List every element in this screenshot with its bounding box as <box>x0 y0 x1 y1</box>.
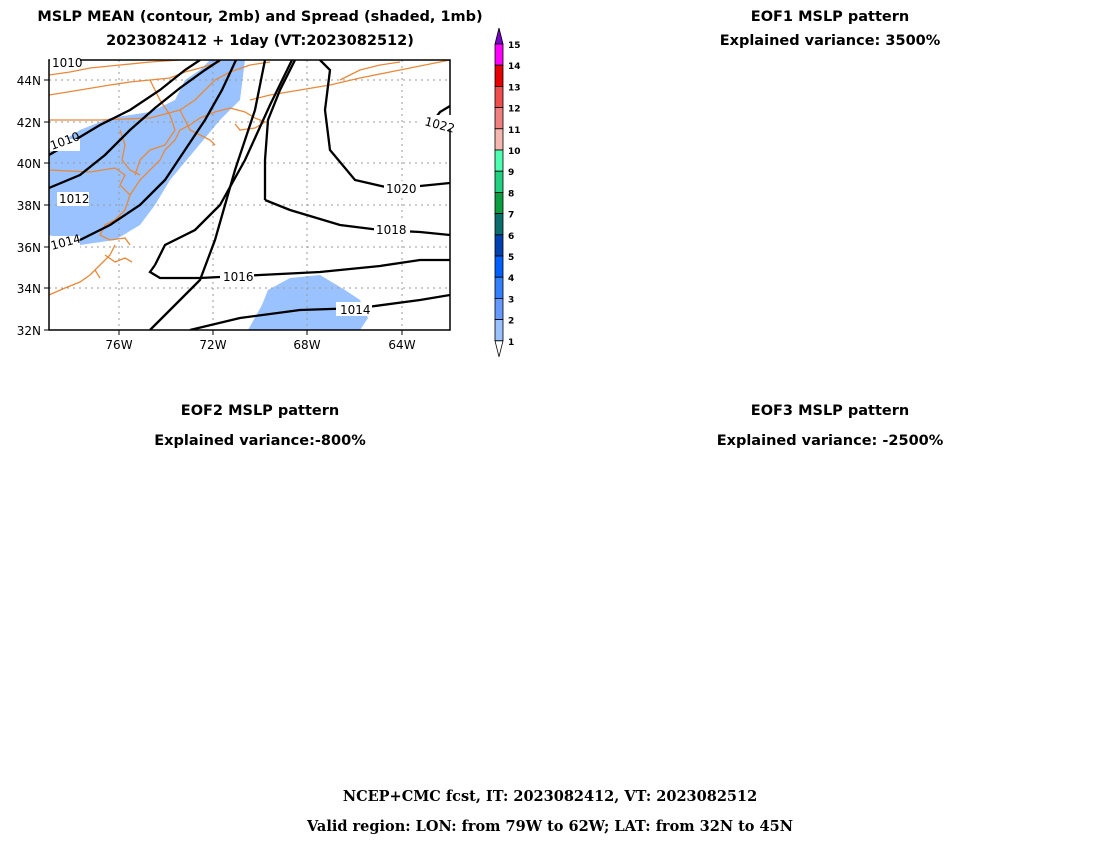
colorbar-label: 15 <box>508 41 521 51</box>
eof3-variance: Explained variance: -2500% <box>716 433 944 449</box>
colorbar-segment <box>494 170 504 193</box>
colorbar-label: 7 <box>508 211 514 221</box>
colorbar-segment <box>494 27 504 45</box>
spread-shade-southeast <box>248 275 368 330</box>
eof1-title: EOF1 MSLP pattern <box>750 9 910 25</box>
colorbar-label: 3 <box>508 295 514 305</box>
eof2-variance: Explained variance:-800% <box>154 433 366 449</box>
main-title-line1: MSLP MEAN (contour, 2mb) and Spread (sha… <box>37 9 483 25</box>
colorbar-segment <box>494 64 504 87</box>
colorbar-segment <box>494 297 504 320</box>
lon-label: 72W <box>199 338 226 352</box>
colorbar-label: 4 <box>508 274 514 284</box>
mslp-map: 44N 42N 40N 38N 36N 34N 32N 76W 72W 68W … <box>17 56 456 352</box>
contour-label: 1020 <box>386 182 417 196</box>
colorbar-segment <box>494 149 504 172</box>
contour-label: 1016 <box>223 270 254 284</box>
contour-label: 1012 <box>59 192 90 206</box>
spread-colorbar: 15 14 13 12 11 10 9 8 7 6 5 4 3 2 1 <box>494 27 521 357</box>
colorbar-label: 5 <box>508 253 514 263</box>
lat-label: 40N <box>17 157 41 171</box>
colorbar-segment <box>494 128 504 151</box>
colorbar-label: 12 <box>508 105 521 115</box>
colorbar-segment <box>494 319 504 342</box>
lat-label: 42N <box>17 116 41 130</box>
map-frame <box>48 59 451 331</box>
lat-label: 44N <box>17 74 41 88</box>
colorbar-segment <box>494 43 504 66</box>
colorbar-segment <box>494 234 504 257</box>
colorbar-label: 9 <box>508 168 514 178</box>
colorbar-segment <box>494 86 504 109</box>
footer-forecast-info: NCEP+CMC fcst, IT: 2023082412, VT: 20230… <box>342 788 758 805</box>
colorbar-segment <box>494 191 504 214</box>
mslp-contours <box>49 60 450 330</box>
colorbar-label: 6 <box>508 232 514 242</box>
footer-valid-region: Valid region: LON: from 79W to 62W; LAT:… <box>307 818 793 835</box>
colorbar-label: 14 <box>508 62 521 72</box>
lon-label: 76W <box>105 338 132 352</box>
colorbar-segment <box>494 340 504 357</box>
lat-label: 38N <box>17 199 41 213</box>
colorbar-segment <box>494 107 504 130</box>
contour-label: 1018 <box>376 223 407 237</box>
colorbar-label: 10 <box>508 147 521 157</box>
eof1-variance: Explained variance: 3500% <box>719 33 941 49</box>
eof3-title: EOF3 MSLP pattern <box>750 403 910 419</box>
colorbar-label: 2 <box>508 317 514 327</box>
grid-lines <box>49 60 450 330</box>
colorbar-segment <box>494 213 504 236</box>
colorbar-segment <box>494 255 504 278</box>
eof2-title: EOF2 MSLP pattern <box>180 403 340 419</box>
contour-label: 1014 <box>340 303 371 317</box>
colorbar-label: 13 <box>508 83 521 93</box>
main-title-line2: 2023082412 + 1day (VT:2023082512) <box>106 33 414 49</box>
colorbar-label: 11 <box>508 126 521 136</box>
colorbar-label: 1 <box>508 338 514 348</box>
coastlines <box>49 60 450 296</box>
colorbar-label: 8 <box>508 189 514 199</box>
lon-label: 64W <box>388 338 415 352</box>
lat-label: 34N <box>17 282 41 296</box>
colorbar-segment <box>494 276 504 299</box>
lat-label: 32N <box>17 324 41 338</box>
lat-label: 36N <box>17 241 41 255</box>
contour-label: 1010 <box>52 56 83 70</box>
lon-label: 68W <box>293 338 320 352</box>
